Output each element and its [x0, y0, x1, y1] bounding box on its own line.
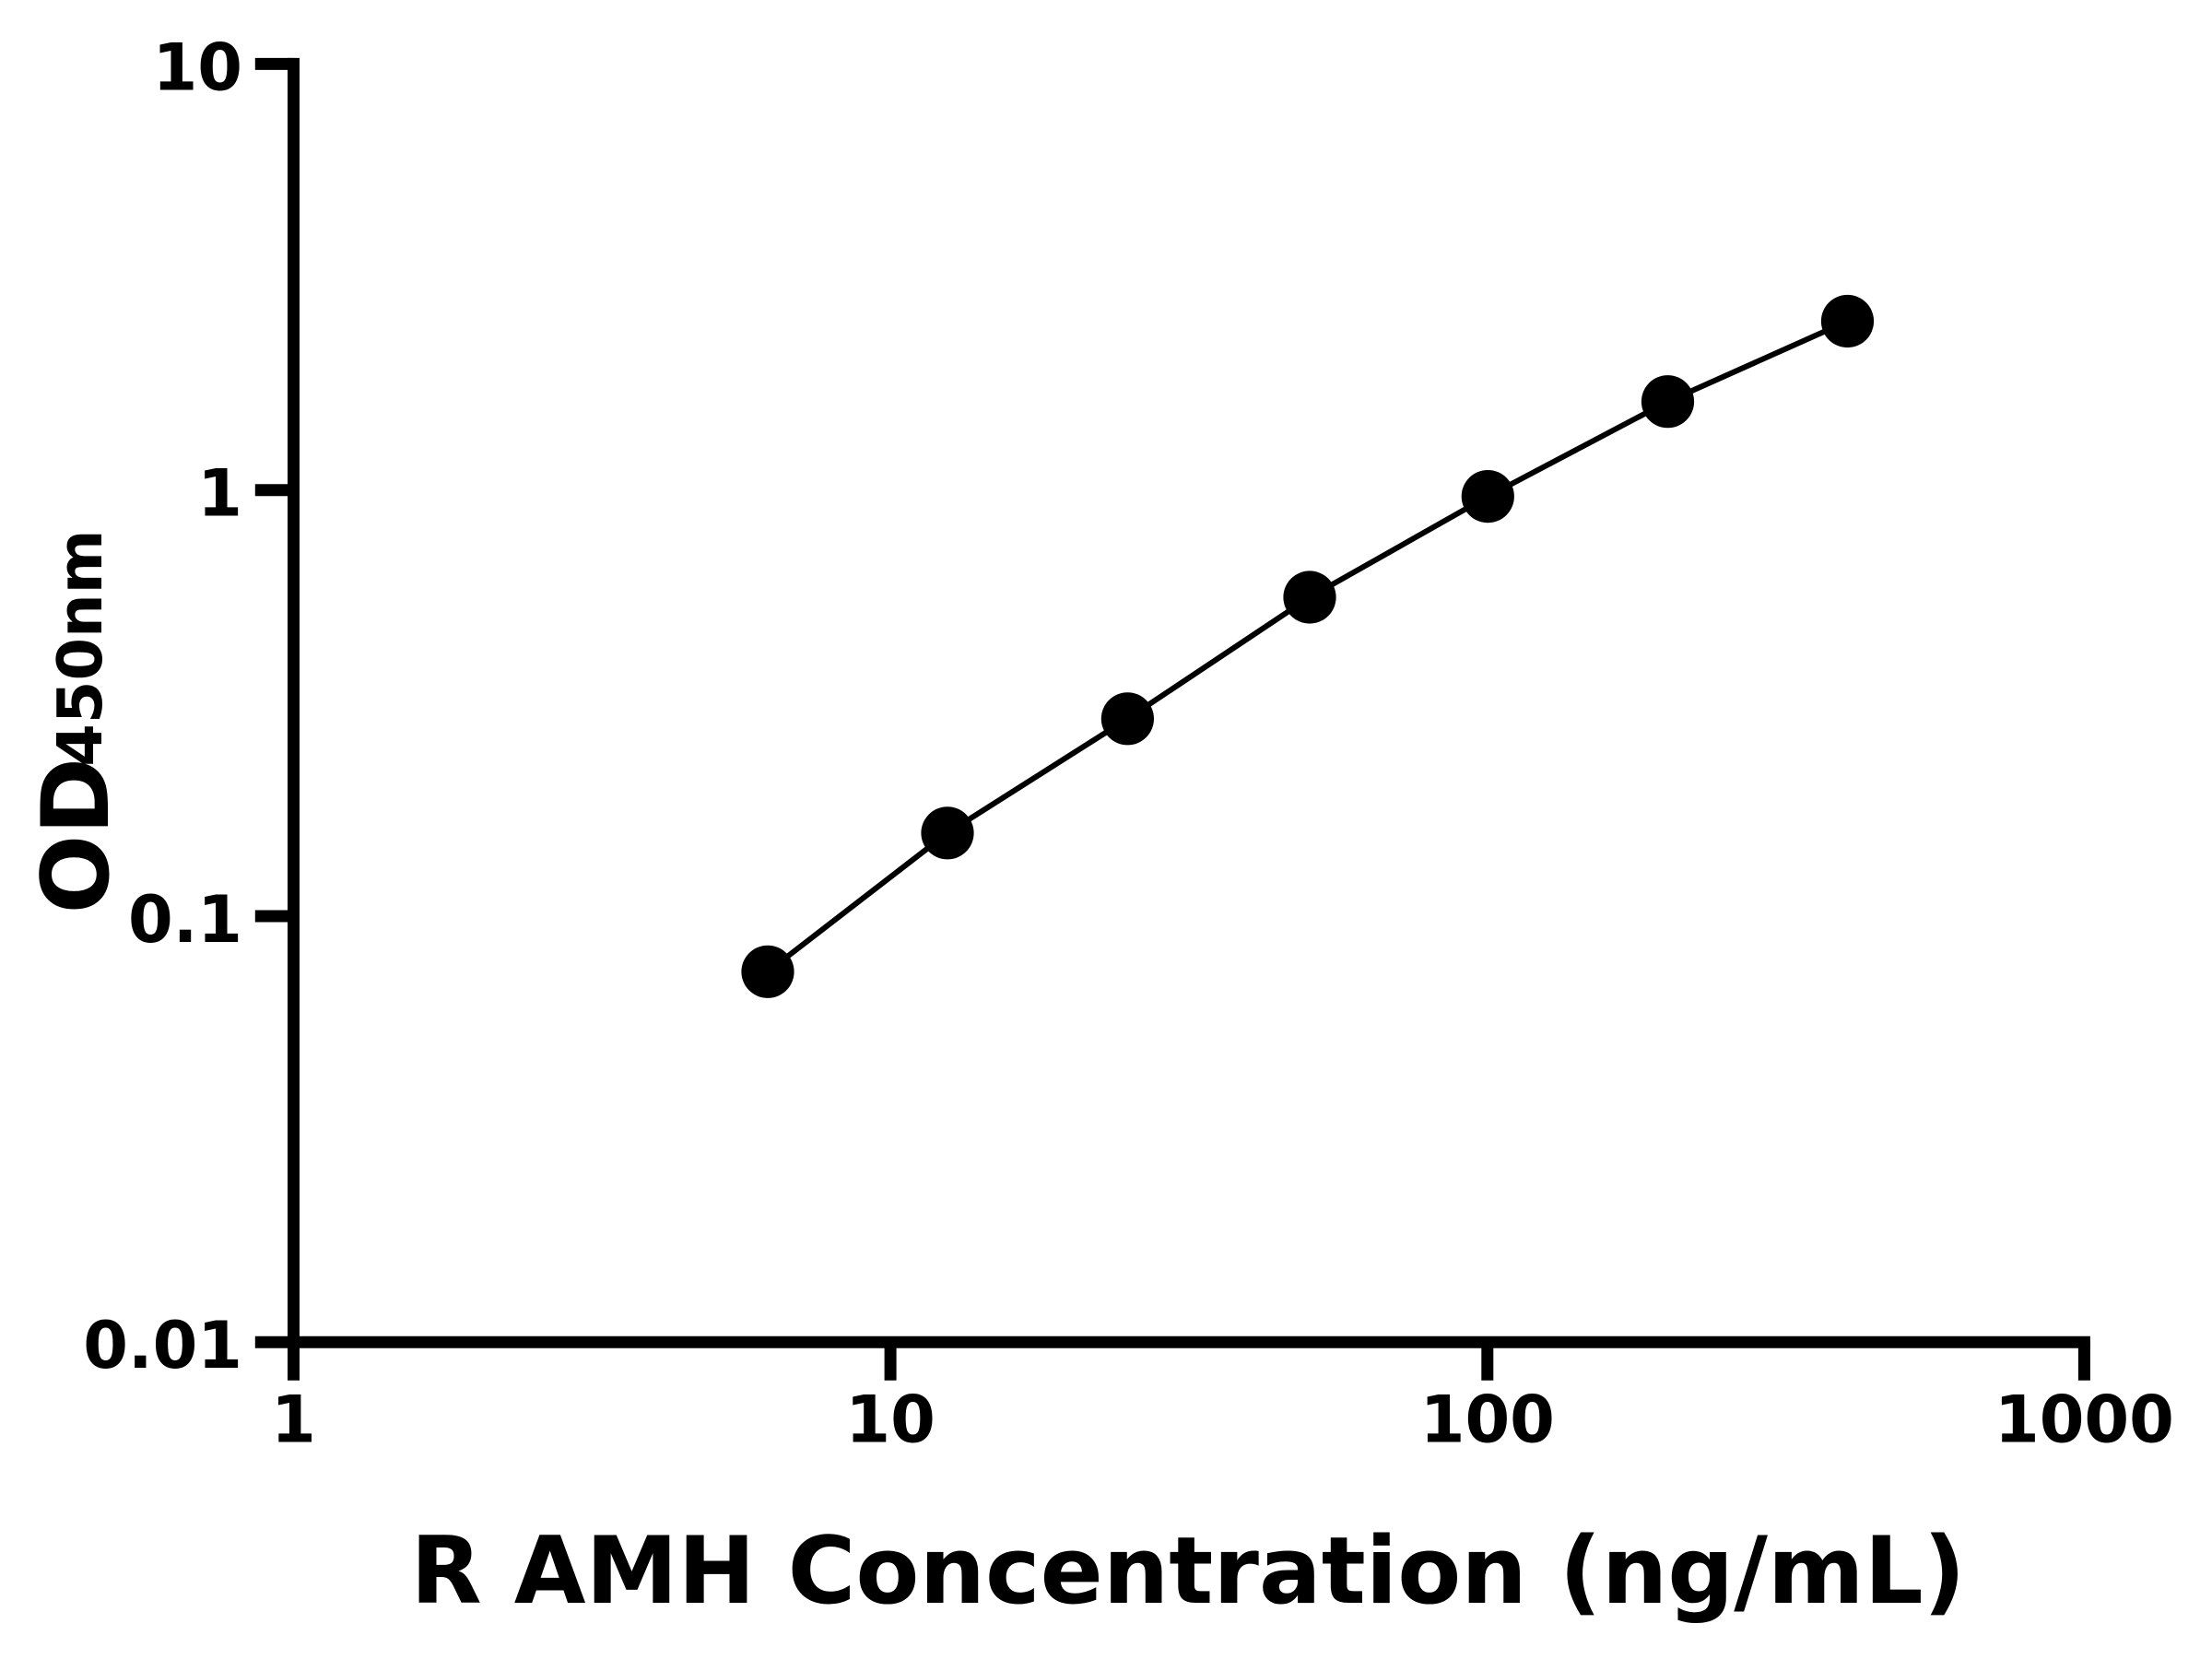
svg-text:0.1: 0.1 — [128, 882, 242, 958]
svg-text:10: 10 — [153, 29, 242, 105]
svg-text:1000: 1000 — [1994, 1382, 2174, 1458]
svg-text:0.01: 0.01 — [83, 1308, 242, 1383]
svg-text:100: 100 — [1420, 1382, 1555, 1458]
svg-text:1: 1 — [271, 1382, 316, 1458]
svg-text:1: 1 — [197, 456, 242, 532]
svg-text:R AMH Concentration (ng/mL): R AMH Concentration (ng/mL) — [410, 1517, 1965, 1625]
svg-text:10: 10 — [845, 1382, 935, 1458]
